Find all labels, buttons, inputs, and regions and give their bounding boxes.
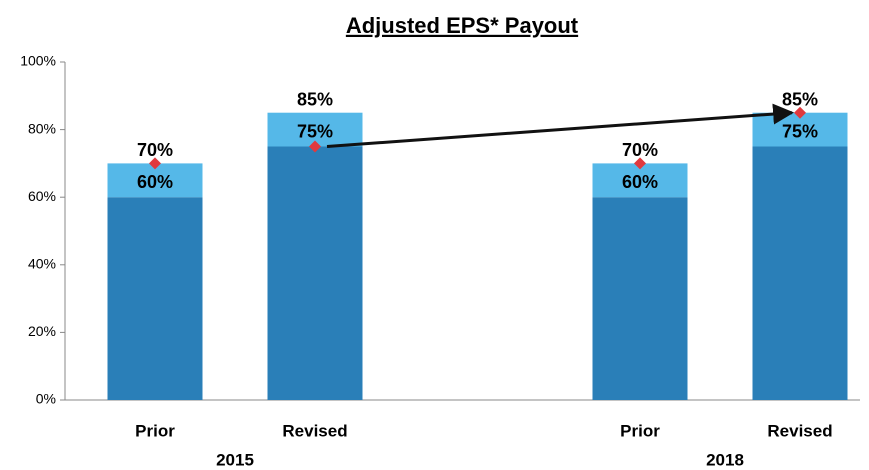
group-label: 2015 [216, 450, 254, 469]
marker [149, 157, 161, 170]
y-tick-label: 40% [28, 256, 56, 272]
marker [634, 157, 646, 170]
y-tick-label: 80% [28, 120, 56, 136]
y-tick-label: 100% [20, 53, 56, 69]
group-label: 2018 [706, 450, 744, 469]
y-tick-label: 60% [28, 188, 56, 204]
total-label: 70% [622, 140, 658, 160]
total-label: 85% [297, 89, 333, 109]
arrow [326, 103, 795, 148]
x-tick-label: Prior [620, 421, 660, 440]
data-label: 60% [137, 172, 173, 192]
total-label: 70% [137, 140, 173, 160]
y-tick-label: 20% [28, 323, 56, 339]
data-label: 60% [622, 172, 658, 192]
marker [309, 140, 321, 153]
data-label: 75% [297, 121, 333, 141]
total-label: 85% [782, 89, 818, 109]
x-tick-label: Prior [135, 421, 175, 440]
bar-segment [752, 146, 848, 400]
x-tick-label: Revised [767, 421, 832, 440]
chart-title: Adjusted EPS* Payout [346, 13, 579, 38]
marker [794, 106, 806, 119]
y-tick-label: 0% [36, 391, 56, 407]
x-tick-label: Revised [282, 421, 347, 440]
bar-segment [107, 197, 203, 400]
data-label: 75% [782, 121, 818, 141]
bar-segment [267, 146, 363, 400]
bar-segment [592, 197, 688, 400]
